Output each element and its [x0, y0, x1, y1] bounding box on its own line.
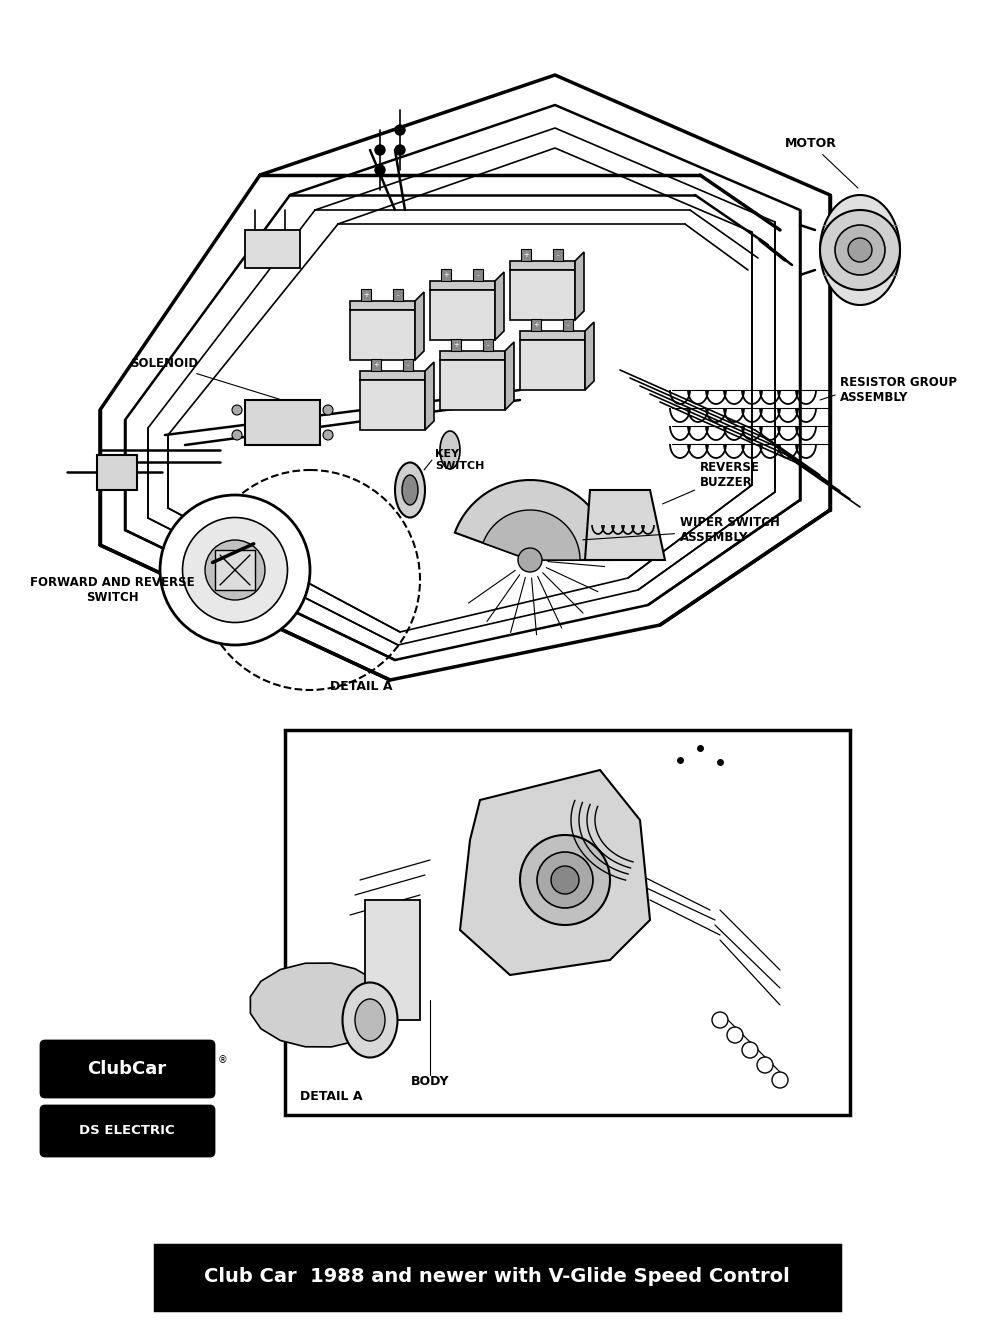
- Circle shape: [835, 225, 885, 275]
- Polygon shape: [350, 300, 415, 310]
- Text: -: -: [477, 272, 479, 278]
- Polygon shape: [460, 770, 650, 975]
- FancyBboxPatch shape: [41, 1106, 214, 1156]
- Text: -: -: [397, 292, 399, 298]
- Polygon shape: [440, 359, 505, 410]
- Polygon shape: [415, 292, 424, 359]
- Bar: [155, 1244, 840, 1310]
- Text: ClubCar: ClubCar: [87, 1059, 167, 1078]
- Bar: [371, 359, 381, 371]
- Bar: [285, 730, 850, 1114]
- Circle shape: [323, 405, 333, 414]
- Bar: [451, 339, 461, 351]
- Polygon shape: [360, 371, 425, 380]
- Ellipse shape: [355, 999, 385, 1041]
- Circle shape: [375, 165, 385, 174]
- Bar: [245, 400, 320, 445]
- Text: RESISTOR GROUP
ASSEMBLY: RESISTOR GROUP ASSEMBLY: [840, 375, 957, 404]
- Text: ®: ®: [218, 1055, 228, 1065]
- Text: +: +: [453, 342, 459, 349]
- Polygon shape: [425, 362, 434, 430]
- Polygon shape: [430, 282, 495, 290]
- Text: KEY
SWITCH: KEY SWITCH: [435, 449, 484, 471]
- Circle shape: [182, 518, 288, 622]
- Text: SOLENOID: SOLENOID: [130, 357, 279, 400]
- FancyBboxPatch shape: [365, 900, 420, 1021]
- Polygon shape: [520, 331, 585, 341]
- Bar: [483, 339, 493, 351]
- Circle shape: [323, 430, 333, 440]
- Polygon shape: [520, 341, 585, 390]
- Bar: [393, 290, 403, 300]
- Text: Club Car  1988 and newer with V-Glide Speed Control: Club Car 1988 and newer with V-Glide Spe…: [204, 1267, 790, 1286]
- Circle shape: [375, 145, 385, 156]
- Bar: [215, 550, 255, 590]
- Circle shape: [551, 866, 579, 894]
- Circle shape: [520, 835, 610, 925]
- Text: DETAIL A: DETAIL A: [300, 1090, 362, 1104]
- Bar: [361, 290, 371, 300]
- Circle shape: [205, 540, 265, 599]
- Polygon shape: [585, 489, 665, 561]
- Wedge shape: [455, 480, 610, 561]
- Circle shape: [537, 852, 593, 908]
- Text: WIPER SWITCH
ASSEMBLY: WIPER SWITCH ASSEMBLY: [583, 516, 780, 544]
- Text: +: +: [363, 292, 369, 298]
- Polygon shape: [585, 322, 594, 390]
- Text: -: -: [557, 252, 559, 257]
- Text: DS ELECTRIC: DS ELECTRIC: [79, 1125, 175, 1137]
- Bar: [97, 455, 137, 489]
- Circle shape: [232, 405, 242, 414]
- Text: -: -: [407, 362, 409, 367]
- Text: +: +: [373, 362, 379, 367]
- Ellipse shape: [402, 475, 418, 506]
- Bar: [441, 270, 451, 282]
- FancyBboxPatch shape: [41, 1041, 214, 1097]
- Wedge shape: [483, 510, 580, 561]
- Circle shape: [395, 125, 405, 135]
- Circle shape: [395, 145, 405, 156]
- Ellipse shape: [395, 463, 425, 518]
- Polygon shape: [350, 310, 415, 359]
- Polygon shape: [440, 351, 505, 359]
- Circle shape: [518, 548, 542, 573]
- Ellipse shape: [820, 194, 900, 304]
- Bar: [245, 231, 300, 268]
- Circle shape: [160, 495, 310, 645]
- Bar: [403, 359, 413, 371]
- Text: DETAIL A: DETAIL A: [330, 680, 392, 693]
- Text: REVERSE
BUZZER: REVERSE BUZZER: [663, 461, 760, 504]
- Bar: [531, 319, 541, 331]
- Text: -: -: [487, 342, 489, 349]
- Polygon shape: [510, 261, 575, 270]
- Text: BODY: BODY: [411, 1075, 449, 1088]
- Bar: [563, 319, 573, 331]
- Text: MOTOR: MOTOR: [785, 137, 858, 188]
- Polygon shape: [430, 290, 495, 341]
- Circle shape: [820, 211, 900, 290]
- Text: FORWARD AND REVERSE
SWITCH: FORWARD AND REVERSE SWITCH: [30, 577, 195, 603]
- Bar: [473, 270, 483, 282]
- Circle shape: [848, 237, 872, 261]
- Text: +: +: [533, 322, 539, 329]
- Bar: [553, 249, 563, 261]
- Polygon shape: [495, 272, 504, 341]
- Bar: [521, 249, 531, 261]
- Polygon shape: [360, 380, 425, 430]
- Polygon shape: [575, 252, 584, 320]
- Text: +: +: [443, 272, 449, 278]
- Polygon shape: [250, 963, 383, 1047]
- Text: +: +: [523, 252, 529, 257]
- Ellipse shape: [342, 983, 398, 1058]
- Circle shape: [232, 430, 242, 440]
- Polygon shape: [505, 342, 514, 410]
- Ellipse shape: [440, 430, 460, 469]
- Polygon shape: [510, 270, 575, 320]
- Text: -: -: [567, 322, 569, 329]
